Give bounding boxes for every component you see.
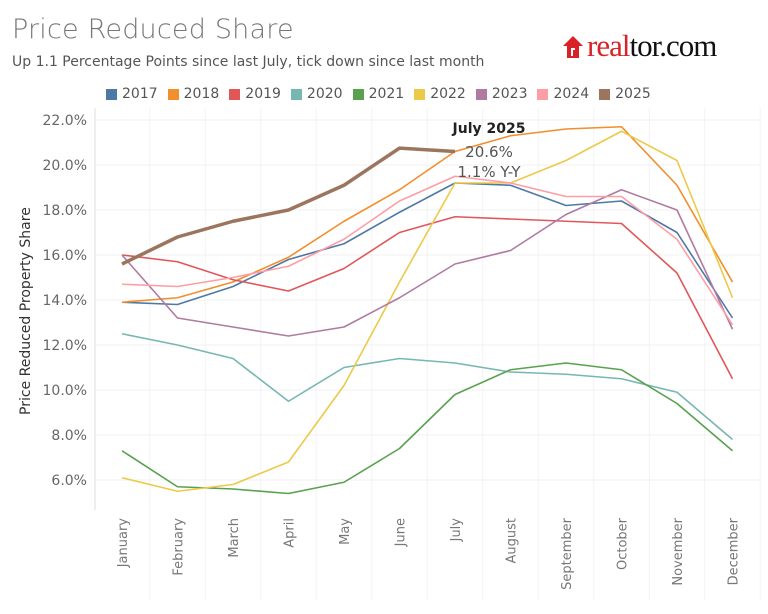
- legend-item-2017[interactable]: 2017: [106, 86, 158, 102]
- series-line-2017: [121, 182, 734, 319]
- y-tick-label: 16.0%: [43, 248, 87, 264]
- legend-swatch: [475, 88, 487, 100]
- series-line-2025: [121, 146, 456, 266]
- x-tick-label: June: [394, 518, 409, 547]
- chart-subtitle: Up 1.1 Percentage Points since last July…: [12, 54, 485, 70]
- legend-item-2023[interactable]: 2023: [475, 86, 528, 102]
- legend-swatch: [414, 88, 426, 100]
- legend-swatch: [167, 88, 179, 100]
- y-tick-label: 14.0%: [43, 293, 87, 309]
- legend-label: 2025: [615, 86, 651, 102]
- legend-label: 2019: [245, 86, 281, 102]
- legend-swatch: [290, 88, 302, 100]
- legend-label: 2021: [368, 86, 405, 102]
- legend-item-2025[interactable]: 2025: [599, 86, 651, 102]
- y-tick-label: 22.0%: [43, 113, 87, 129]
- x-tick-label: December: [727, 517, 742, 585]
- x-tick-label: October: [616, 517, 631, 570]
- y-tick-label: 6.0%: [51, 473, 87, 489]
- legend-label: 2017: [122, 86, 158, 102]
- legend-swatch: [106, 88, 117, 100]
- legend-item-2021[interactable]: 2021: [352, 86, 405, 102]
- legend-label: 2018: [183, 86, 220, 102]
- series-line-2023: [121, 188, 734, 337]
- legend-item-2024[interactable]: 2024: [537, 86, 589, 102]
- y-tick-label: 10.0%: [43, 383, 87, 399]
- annotation-change: 1.1% Y-Y: [457, 163, 521, 181]
- y-tick-label: 20.0%: [43, 158, 87, 174]
- x-tick-label: September: [560, 517, 575, 590]
- x-tick-label: April: [283, 518, 298, 548]
- y-tick-label: 18.0%: [43, 203, 87, 219]
- legend-label: 2020: [306, 86, 343, 102]
- x-tick-label: May: [338, 518, 353, 545]
- chart-title: Price Reduced Share: [12, 14, 294, 45]
- legend: 2017 2018 2019 2020 2021 2022 2023 2024 2025: [106, 86, 651, 102]
- legend-item-2019[interactable]: 2019: [229, 86, 281, 102]
- x-tick-label: January: [116, 518, 131, 569]
- logo-text-real: real: [587, 28, 630, 63]
- legend-label: 2023: [491, 86, 528, 102]
- legend-swatch: [599, 88, 611, 100]
- legend-swatch: [229, 88, 241, 100]
- realtor-logo: realtor.com: [563, 28, 717, 64]
- y-tick-label: 8.0%: [51, 428, 87, 444]
- legend-label: 2022: [430, 86, 466, 102]
- x-tick-label: March: [227, 518, 242, 558]
- x-tick-label: February: [172, 518, 187, 576]
- x-tick-label: July: [449, 518, 464, 543]
- series-line-2024: [121, 175, 734, 326]
- y-tick-label: 12.0%: [43, 338, 87, 354]
- series-line-2021: [121, 362, 734, 495]
- series-line-2019: [121, 215, 734, 380]
- legend-swatch: [352, 88, 364, 100]
- legend-item-2022[interactable]: 2022: [414, 86, 466, 102]
- series-line-2022: [121, 130, 734, 493]
- annotation-label: July 2025: [452, 121, 526, 137]
- series-line-2020: [121, 332, 734, 441]
- x-tick-label: August: [505, 518, 520, 564]
- legend-item-2020[interactable]: 2020: [290, 86, 343, 102]
- legend-swatch: [537, 88, 549, 100]
- x-tick-label: November: [671, 517, 686, 585]
- house-icon: [563, 36, 583, 58]
- annotation-value: 20.6%: [465, 143, 513, 161]
- logo-text-tor: tor.com: [629, 28, 717, 63]
- legend-item-2018[interactable]: 2018: [167, 86, 220, 102]
- legend-label: 2024: [553, 86, 590, 102]
